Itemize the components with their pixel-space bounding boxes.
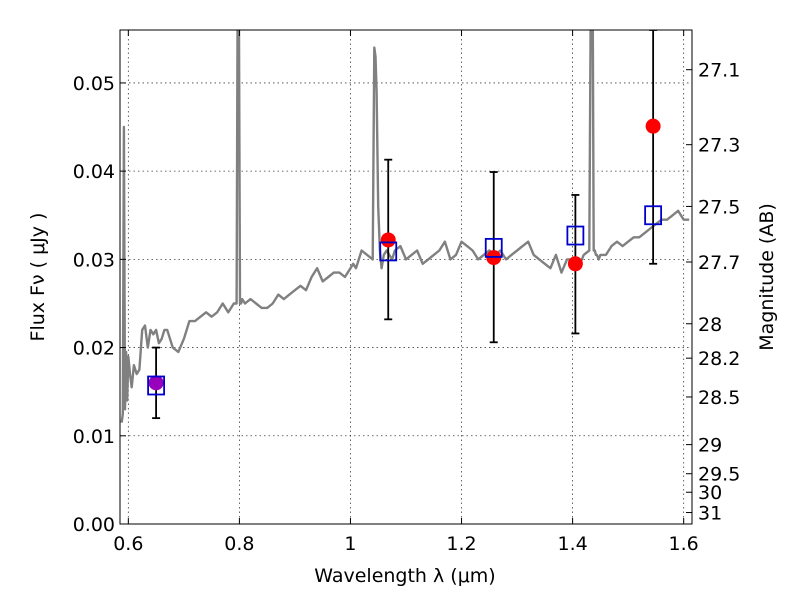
right-tick-label: 29 bbox=[698, 435, 722, 457]
flux-point-marker bbox=[380, 232, 396, 248]
flux-point-marker bbox=[645, 118, 661, 134]
right-tick-label: 27.1 bbox=[698, 60, 740, 82]
flux-point-marker bbox=[148, 375, 164, 391]
y-tick-label: 0.02 bbox=[73, 338, 115, 360]
x-tick-label: 0.6 bbox=[113, 533, 143, 555]
error-bars bbox=[152, 30, 658, 420]
right-tick-label: 28 bbox=[698, 314, 722, 336]
y-axis-label: Flux Fν ( μJy ) bbox=[27, 213, 49, 342]
y-tick-label: 0.05 bbox=[73, 73, 115, 95]
model-point-marker bbox=[379, 241, 398, 262]
right-tick-label: 30 bbox=[698, 482, 722, 504]
plot-area bbox=[120, 30, 690, 423]
spectrum-line bbox=[120, 30, 690, 423]
y-tick-label: 0.01 bbox=[73, 426, 115, 448]
y-tick-label: 0.00 bbox=[73, 514, 115, 536]
model-point-marker bbox=[484, 237, 503, 258]
x-axis-label: Wavelength λ (μm) bbox=[314, 565, 495, 587]
x-tick-label: 0.8 bbox=[224, 533, 254, 555]
model-point-marker bbox=[644, 205, 663, 226]
x-axis-ticks: 0.6 0.8 1 1.2 1.4 1.6 bbox=[113, 30, 699, 555]
x-tick-label: 1 bbox=[344, 533, 356, 555]
x-tick-label: 1.6 bbox=[669, 533, 699, 555]
x-tick-label: 1.2 bbox=[446, 533, 476, 555]
x-tick-label: 1.4 bbox=[557, 533, 587, 555]
right-tick-label: 27.7 bbox=[698, 252, 740, 274]
y-tick-label: 0.04 bbox=[73, 161, 115, 183]
model-point-marker bbox=[566, 225, 585, 246]
plot-frame bbox=[119, 29, 693, 525]
y-tick-label: 0.03 bbox=[73, 249, 115, 271]
right-tick-label: 28.5 bbox=[698, 387, 740, 409]
right-tick-label: 27.3 bbox=[698, 135, 740, 157]
right-tick-label: 29.5 bbox=[698, 464, 740, 486]
model-flux-points bbox=[147, 205, 663, 396]
observed-flux-points bbox=[148, 118, 661, 391]
model-point-marker bbox=[147, 375, 165, 396]
right-tick-label: 27.5 bbox=[698, 196, 740, 218]
grid bbox=[120, 30, 692, 524]
right-tick-label: 31 bbox=[698, 503, 722, 525]
y-axis-ticks: 0.00 0.01 0.02 0.03 0.04 0.05 bbox=[73, 73, 126, 536]
right-tick-label: 28.2 bbox=[698, 348, 740, 370]
flux-point-marker bbox=[567, 256, 583, 272]
right-axis-label: Magnitude (AB) bbox=[756, 203, 778, 351]
